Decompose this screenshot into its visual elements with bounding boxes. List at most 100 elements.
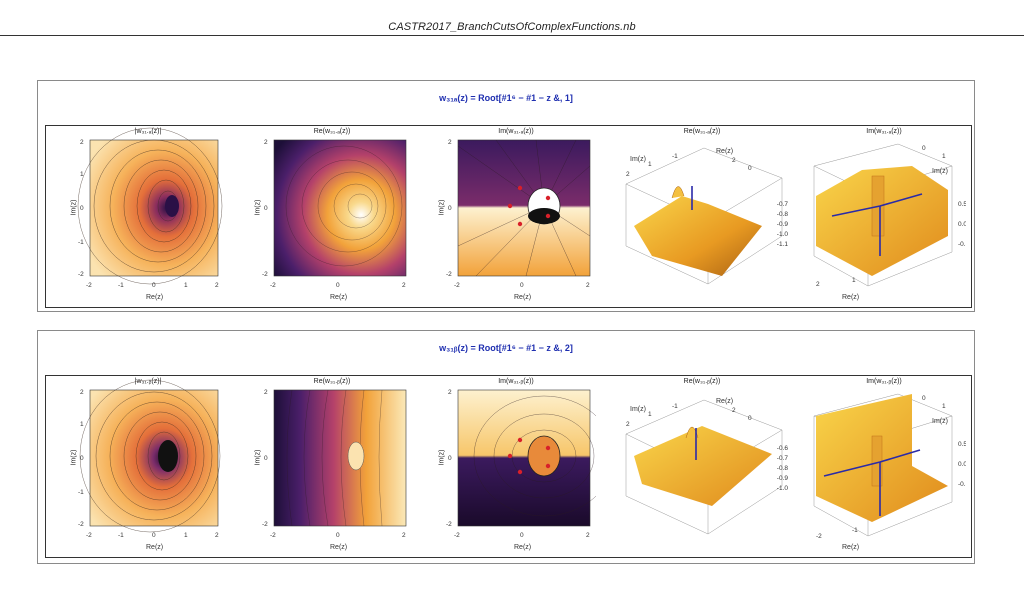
svg-text:-1: -1 [852, 527, 858, 534]
svg-text:1: 1 [184, 532, 188, 539]
contour-plot-re[interactable]: Re(w₃₁.ᵦ(z)) 2 0 -2 -2 [252, 376, 412, 557]
plot-row: |w₃₁.ₐ(z)| 2 1 0 -1 [45, 125, 972, 308]
svg-text:0.0: 0.0 [958, 461, 966, 468]
svg-text:2: 2 [626, 421, 630, 428]
svg-text:-1: -1 [118, 532, 124, 539]
x-axis-label: Re(z) [842, 544, 860, 551]
document-header: CASTR2017_BranchCutsOfComplexFunctions.n… [0, 0, 1024, 36]
svg-text:-0.5: -0.5 [958, 481, 966, 488]
x-axis-label: Re(z) [514, 544, 532, 551]
x-axis-label: Re(z) [330, 544, 348, 551]
x-axis-label: Re(z) [716, 398, 734, 405]
y-axis-label: Im(z) [438, 449, 446, 466]
svg-text:0: 0 [152, 532, 156, 539]
plot-label: |w₃₁.ᵦ(z)| [134, 378, 162, 385]
svg-text:0: 0 [748, 415, 752, 422]
svg-text:-2: -2 [454, 532, 460, 539]
y-axis-label: Im(z) [932, 418, 948, 425]
y-axis-label: Im(z) [932, 168, 948, 175]
svg-text:-0.9: -0.9 [777, 475, 789, 482]
svg-text:-0.7: -0.7 [777, 455, 789, 462]
svg-text:0: 0 [264, 205, 268, 212]
y-axis-label: Im(z) [70, 199, 78, 216]
svg-text:1: 1 [648, 161, 652, 168]
contour-image: 2 0 -2 -2 0 2 [262, 139, 407, 289]
surface-image: 0.5 0.0 -0.5 1 0 2 1 [813, 143, 966, 288]
svg-text:2: 2 [586, 282, 590, 289]
svg-text:0: 0 [922, 145, 926, 152]
svg-text:2: 2 [80, 389, 84, 396]
plot-label: Im(w₃₁.ᵦ(z)) [866, 378, 902, 385]
svg-text:-0.9: -0.9 [777, 221, 789, 228]
svg-text:-2: -2 [262, 521, 268, 528]
svg-text:2: 2 [264, 139, 268, 146]
surface-image: 0.5 0.0 -0.5 1 0 -2 -1 [813, 393, 966, 540]
contour-plot-re[interactable]: Re(w₃₁.ₐ(z)) 2 0 -2 -2 0 [252, 126, 412, 307]
svg-text:-1: -1 [118, 282, 124, 289]
svg-text:-2: -2 [816, 533, 822, 540]
svg-text:0: 0 [80, 455, 84, 462]
output-cell-2[interactable]: w₃₁ᵦ(z) = Root[#1⁶ − #1 − z &, 2] |w₃₁.ᵦ… [37, 330, 975, 564]
svg-text:1: 1 [852, 277, 856, 284]
contour-plot-abs[interactable]: |w₃₁.ᵦ(z)| 2 1 0 -1 -2 [64, 376, 232, 557]
svg-text:1: 1 [80, 421, 84, 428]
svg-text:-1: -1 [78, 489, 84, 496]
svg-text:2: 2 [448, 139, 452, 146]
svg-text:2: 2 [215, 282, 219, 289]
svg-text:1: 1 [942, 153, 946, 160]
header-divider [0, 35, 1024, 36]
plot-label: |w₃₁.ₐ(z)| [134, 128, 162, 135]
svg-text:1: 1 [184, 282, 188, 289]
svg-text:-2: -2 [446, 271, 452, 278]
y-axis-label: Im(z) [254, 449, 262, 466]
svg-text:-2: -2 [446, 521, 452, 528]
y-axis-label: Im(z) [254, 199, 262, 216]
output-cell-1[interactable]: w₃₁ₐ(z) = Root[#1⁶ − #1 − z &, 1] |w₃₁.ₐ… [37, 80, 975, 312]
plot-label: Re(w₃₁.ᵦ(z)) [313, 378, 351, 385]
svg-text:-2: -2 [270, 282, 276, 289]
cell-title: w₃₁ᵦ(z) = Root[#1⁶ − #1 − z &, 2] [439, 343, 573, 353]
x-axis-label: Re(z) [330, 294, 348, 301]
svg-text:0: 0 [152, 282, 156, 289]
svg-text:2: 2 [264, 389, 268, 396]
contour-plot-im[interactable]: Im(w₃₁.ₐ(z)) [436, 126, 596, 307]
contour-plot-abs[interactable]: |w₃₁.ₐ(z)| 2 1 0 -1 [64, 126, 232, 307]
surface-image: -0.7 -0.8 -0.9 -1.0 -1.1 2 1 -1 2 0 [625, 147, 789, 285]
svg-text:-1: -1 [672, 153, 678, 160]
y-axis-label: Im(z) [630, 156, 646, 163]
plot-label: Re(w₃₁.ᵦ(z)) [683, 378, 721, 385]
svg-text:1: 1 [648, 411, 652, 418]
surface-plot-re[interactable]: Re(w₃₁.ᵦ(z)) -0.6 -0.7 -0.8 -0.9 -1.0 2 1 [612, 376, 792, 557]
contour-image: 2 0 -2 -2 0 2 [262, 389, 407, 539]
svg-text:0: 0 [922, 395, 926, 402]
svg-text:-2: -2 [86, 532, 92, 539]
surface-plot-im[interactable]: Im(w₃₁.ᵦ(z)) 0.5 0.0 -0.5 1 0 -2 -1 [802, 376, 966, 557]
x-axis-label: Re(z) [716, 148, 734, 155]
plot-row: |w₃₁.ᵦ(z)| 2 1 0 -1 -2 [45, 375, 972, 558]
y-axis-label: Im(z) [70, 449, 78, 466]
svg-text:-1: -1 [672, 403, 678, 410]
svg-text:0: 0 [80, 205, 84, 212]
x-axis-label: Re(z) [146, 544, 164, 551]
contour-image: 2 0 -2 -2 0 2 [446, 139, 591, 289]
svg-text:-0.6: -0.6 [777, 445, 789, 452]
svg-text:2: 2 [402, 282, 406, 289]
svg-text:2: 2 [586, 532, 590, 539]
plot-label: Im(w₃₁.ₐ(z)) [866, 128, 902, 135]
svg-text:-0.8: -0.8 [777, 211, 789, 218]
svg-text:2: 2 [448, 389, 452, 396]
contour-plot-im[interactable]: Im(w₃₁.ᵦ(z)) 2 0 -2 -2 0 [436, 376, 596, 557]
contour-image: 2 0 -2 -2 0 2 [446, 389, 596, 539]
y-axis-label: Im(z) [630, 406, 646, 413]
svg-text:1: 1 [942, 403, 946, 410]
svg-text:0: 0 [448, 455, 452, 462]
svg-text:1: 1 [80, 171, 84, 178]
svg-text:0.5: 0.5 [958, 201, 966, 208]
svg-text:0: 0 [336, 532, 340, 539]
surface-plot-re[interactable]: Re(w₃₁.ₐ(z)) -0.7 -0.8 -0.9 -1.0 -1.1 2 1 [612, 126, 792, 307]
svg-text:0.0: 0.0 [958, 221, 966, 228]
svg-text:0: 0 [264, 455, 268, 462]
plot-label: Im(w₃₁.ᵦ(z)) [498, 378, 534, 385]
surface-plot-im[interactable]: Im(w₃₁.ₐ(z)) 0.5 0.0 -0.5 1 0 2 1 [802, 126, 966, 307]
surface-image: -0.6 -0.7 -0.8 -0.9 -1.0 2 1 -1 2 0 [625, 399, 789, 535]
